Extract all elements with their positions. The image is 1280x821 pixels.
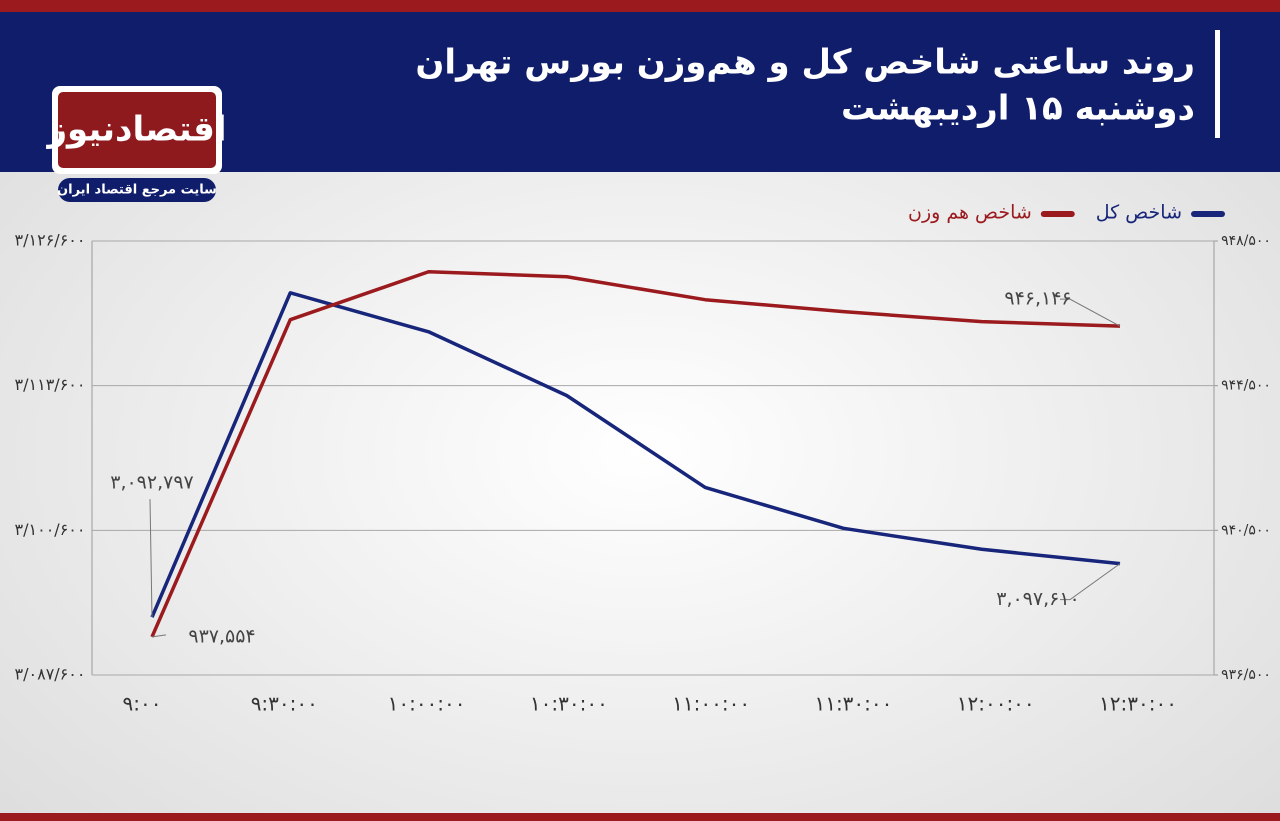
top-band [0, 0, 1280, 12]
x-tick-label: ۹:۳۰:۰۰ [251, 692, 318, 716]
chart-subtitle: دوشنبه ۱۵ اردیبهشت [841, 89, 1195, 129]
y-tick-label: ۳/۰۸۷/۶۰۰ [15, 665, 86, 684]
y2-tick-label: ۹۳۶/۵۰۰ [1221, 667, 1271, 683]
data-label: ۹۳۷,۵۵۴ [188, 625, 255, 647]
y2-tick-label: ۹۴۴/۵۰۰ [1221, 378, 1271, 394]
leader-line [149, 499, 153, 618]
x-tick-label: ۹:۰۰ [123, 692, 162, 716]
legend-label: شاخص هم وزن [908, 202, 1032, 224]
y2-tick-label: ۹۴۸/۵۰۰ [1221, 233, 1271, 249]
y-tick-label: ۳/۱۲۶/۶۰۰ [15, 231, 86, 250]
x-tick-label: ۱۲:۳۰:۰۰ [1099, 692, 1177, 716]
y2-tick-label: ۹۴۰/۵۰۰ [1221, 522, 1271, 538]
logo [58, 92, 216, 168]
x-tick-label: ۱۱:۰۰:۰۰ [672, 692, 750, 716]
x-tick-label: ۱۰:۰۰:۰۰ [388, 692, 466, 716]
tagline: سایت مرجع اقتصاد ایران [57, 183, 217, 198]
tagline-pill [58, 178, 216, 202]
data-label: ۳,۰۹۲,۷۹۷ [110, 472, 194, 494]
header-divider [1215, 30, 1220, 138]
bottom-band [0, 813, 1280, 821]
leader-line [1060, 563, 1121, 601]
series-line [150, 291, 1121, 618]
leader-line [151, 634, 167, 638]
logo-text: اقتصادنیوز [45, 110, 226, 150]
data-label: ۳,۰۹۷,۶۱۰ [996, 588, 1080, 610]
data-label: ۹۴۶,۱۴۶ [1004, 288, 1071, 310]
x-tick-label: ۱۱:۳۰:۰۰ [814, 692, 892, 716]
series-line [150, 269, 1121, 638]
chart-title: روند ساعتی شاخص کل و هم‌وزن بورس تهران [415, 43, 1195, 83]
y-tick-label: ۳/۱۰۰/۶۰۰ [15, 520, 86, 539]
legend-label: شاخص کل [1096, 202, 1182, 224]
x-tick-label: ۱۲:۰۰:۰۰ [957, 692, 1035, 716]
x-tick-label: ۱۰:۳۰:۰۰ [530, 692, 608, 716]
leader-line [1060, 298, 1121, 327]
y-tick-label: ۳/۱۱۳/۶۰۰ [15, 375, 86, 394]
